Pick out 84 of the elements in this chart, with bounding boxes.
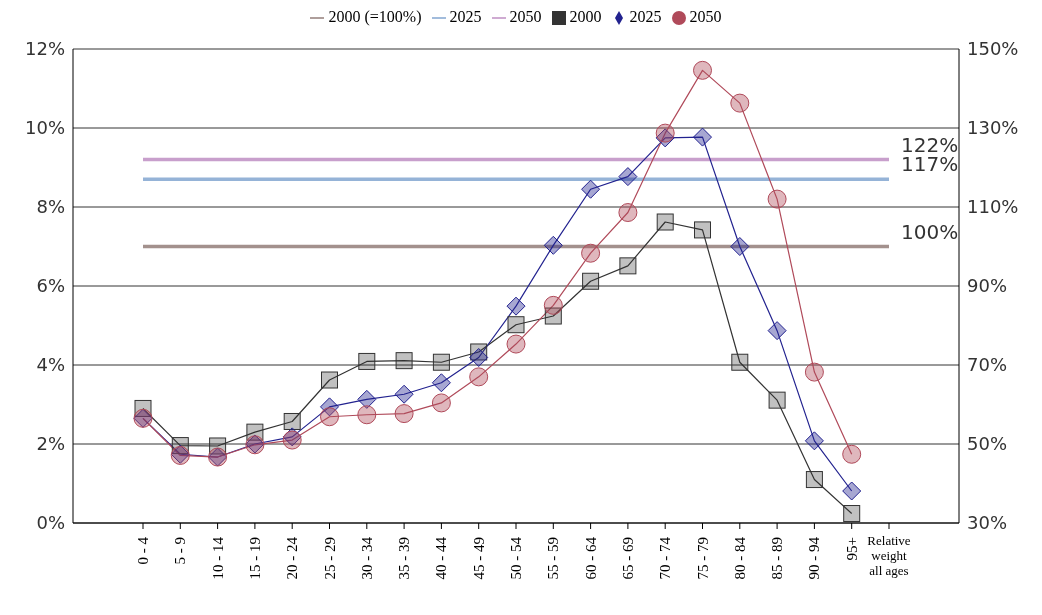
y2-tick-label: 110% [967, 196, 1019, 218]
y2-tick-label: 50% [967, 433, 1008, 455]
y2-tick-label: 150% [967, 38, 1019, 60]
point [469, 348, 489, 367]
point [805, 471, 823, 489]
legend-label: 2000 [569, 8, 602, 25]
x-tick-label: 15 - 19 [246, 537, 263, 580]
x-tick-label: 25 - 29 [321, 537, 338, 580]
x-tick-label: 5 - 9 [172, 537, 189, 565]
x-tick-label: 30 - 34 [358, 536, 375, 580]
point [432, 353, 450, 371]
y-tick-label: 12% [24, 38, 65, 60]
x-tick-label: 95+ [843, 537, 860, 561]
point [506, 296, 526, 316]
x-tick-label: 50 - 54 [508, 536, 524, 580]
y-tick-label: 4% [36, 354, 65, 376]
y-tick-label: 10% [24, 117, 65, 139]
point [357, 389, 377, 409]
legend-label: 2025 [449, 8, 482, 25]
point [656, 213, 674, 231]
point [283, 412, 301, 430]
x-tick-label: 80 - 84 [731, 536, 748, 580]
point [655, 123, 675, 143]
point [804, 431, 824, 451]
point [320, 407, 339, 427]
legend-label: 2000 (=100%) [328, 8, 422, 25]
point [731, 353, 749, 371]
y2-tick-label: 130% [967, 117, 1019, 139]
point [843, 505, 861, 523]
point [431, 373, 451, 393]
point [693, 127, 712, 147]
y-tick-label: 6% [36, 275, 65, 297]
y2-tick-label: 70% [967, 354, 1008, 376]
point [842, 444, 862, 464]
x-tick-label: 70 - 74 [657, 536, 674, 580]
point [394, 404, 414, 424]
point [730, 93, 750, 113]
point [431, 393, 451, 413]
y2-tick-label: 30% [967, 512, 1008, 534]
x-tick-label: 45 - 49 [470, 537, 487, 580]
point [618, 167, 638, 187]
y2-tick-label: 90% [967, 275, 1008, 297]
x-tick-label: 65 - 69 [619, 537, 636, 580]
x-tick-label: 40 - 44 [433, 536, 450, 580]
point [767, 189, 787, 209]
y-tick-label: 0% [36, 512, 65, 534]
legend-label: 2050 [689, 8, 722, 25]
point [842, 481, 862, 501]
x-tick-label: 0 - 4 [135, 536, 151, 565]
x-tick-label: 90 - 94 [806, 536, 823, 580]
x-tick-label: 55 - 59 [545, 537, 562, 580]
point [693, 60, 712, 80]
y-tick-label: 2% [36, 433, 65, 455]
x-tick-label: 35 - 39 [396, 537, 413, 580]
legend-label: 2050 [509, 8, 542, 25]
x-tick-label: 60 - 64 [582, 536, 599, 580]
point [768, 391, 786, 409]
point [694, 221, 711, 239]
point [618, 203, 638, 223]
point [394, 384, 414, 404]
point [395, 352, 413, 370]
legend-label: 2025 [629, 8, 662, 25]
point [581, 179, 601, 199]
point [321, 371, 338, 389]
data-label: 100% [901, 219, 959, 244]
point [582, 272, 600, 290]
point [358, 352, 376, 370]
point [804, 362, 824, 382]
x-tick-label: Relative weight all ages [867, 533, 911, 578]
point [619, 257, 637, 275]
point [357, 405, 377, 425]
point [507, 316, 525, 334]
point [506, 334, 526, 354]
point [543, 235, 563, 255]
point [469, 367, 489, 387]
point [730, 237, 750, 256]
x-tick-label: 20 - 24 [284, 536, 301, 580]
point [581, 243, 601, 263]
x-tick-label: 85 - 89 [769, 537, 786, 580]
y-tick-label: 8% [36, 196, 65, 218]
point [767, 321, 787, 341]
x-tick-label: 10 - 14 [209, 536, 226, 580]
x-tick-label: 75 - 79 [694, 537, 711, 580]
point [543, 295, 563, 315]
